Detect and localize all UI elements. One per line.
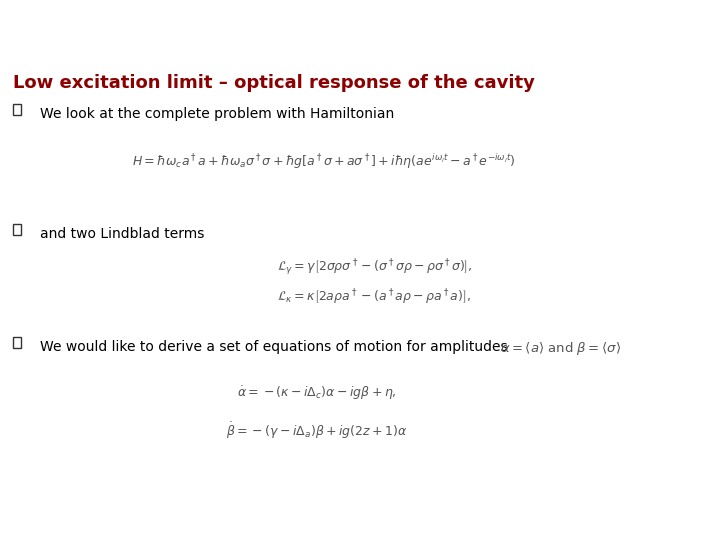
Bar xyxy=(13,104,21,114)
Text: $\mathcal{L}_\kappa = \kappa\left[2a\rho a^\dagger - (a^\dagger a\rho - \rho a^\: $\mathcal{L}_\kappa = \kappa\left[2a\rho… xyxy=(277,287,472,307)
Text: $\dot{\alpha} = -(\kappa - i\Delta_c)\alpha - ig\beta + \eta,$: $\dot{\alpha} = -(\kappa - i\Delta_c)\al… xyxy=(237,384,397,402)
Text: We would like to derive a set of equations of motion for amplitudes: We would like to derive a set of equatio… xyxy=(40,340,507,354)
Text: $\dot{\beta} = -(\gamma - i\Delta_a)\beta + ig(2z+1)\alpha$: $\dot{\beta} = -(\gamma - i\Delta_a)\bet… xyxy=(226,420,408,441)
Bar xyxy=(13,224,21,235)
Bar xyxy=(13,338,21,348)
Text: $H = \hbar\omega_c a^\dagger a + \hbar\omega_a \sigma^\dagger \sigma + \hbar g\l: $H = \hbar\omega_c a^\dagger a + \hbar\o… xyxy=(132,152,516,171)
Text: Cavity-TLS optical linear response: Cavity-TLS optical linear response xyxy=(13,21,436,44)
Text: $\alpha = \langle a \rangle$ and $\beta = \langle \sigma \rangle$: $\alpha = \langle a \rangle$ and $\beta … xyxy=(500,340,621,357)
Text: Low excitation limit – optical response of the cavity: Low excitation limit – optical response … xyxy=(13,74,535,92)
Text: and two Lindblad terms: and two Lindblad terms xyxy=(40,227,204,241)
Text: $\mathcal{L}_\gamma = \gamma\left[2\sigma\rho\sigma^\dagger - (\sigma^\dagger\si: $\mathcal{L}_\gamma = \gamma\left[2\sigm… xyxy=(276,257,472,278)
Text: We look at the complete problem with Hamiltonian: We look at the complete problem with Ham… xyxy=(40,107,394,121)
